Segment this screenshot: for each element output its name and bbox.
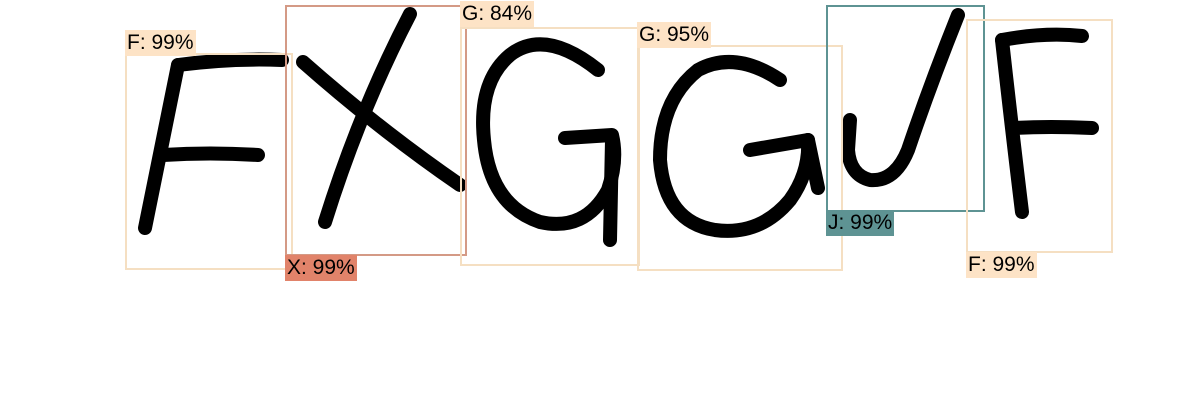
detection-box-g <box>637 45 843 271</box>
detection-label-f: F: 99% <box>966 252 1037 278</box>
detection-label-g: G: 95% <box>637 22 712 48</box>
detection-label-j: J: 99% <box>826 210 895 236</box>
handwritten-letter-g <box>476 37 622 247</box>
detection-label-x: X: 99% <box>285 255 357 281</box>
handwritten-letter-f <box>138 52 289 235</box>
detection-box-g <box>460 27 640 266</box>
detection-label-g: G: 84% <box>460 1 535 27</box>
handwritten-letter-g <box>653 55 825 238</box>
detection-box-j <box>826 5 985 212</box>
detection-box-f <box>125 53 293 270</box>
detection-box-x <box>285 5 467 256</box>
detection-label-f: F: 99% <box>125 30 196 56</box>
handwritten-letter-f <box>995 27 1099 219</box>
handwritten-letter-x <box>296 7 467 229</box>
handwritten-letter-j <box>841 8 965 188</box>
detection-box-f <box>966 19 1113 253</box>
